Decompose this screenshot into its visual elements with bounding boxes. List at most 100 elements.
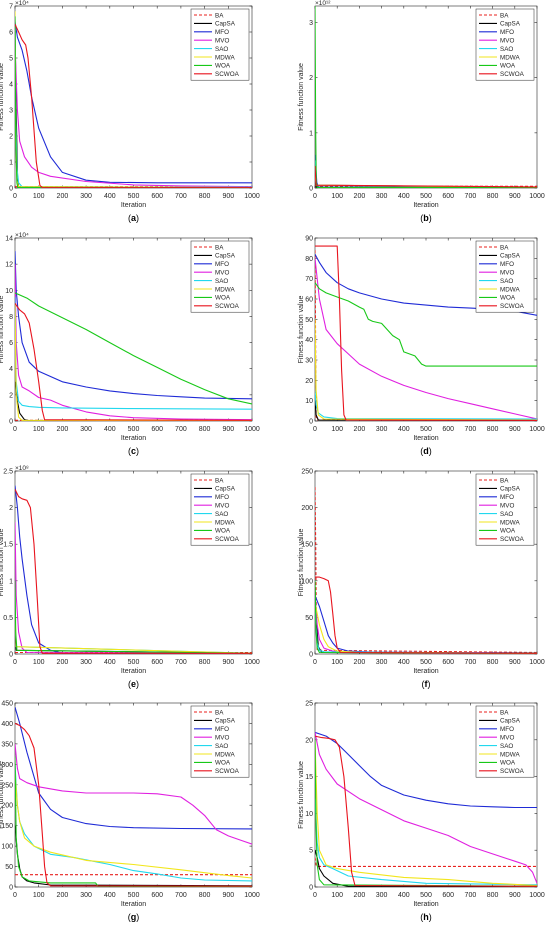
y-tick-label: 50 xyxy=(305,615,313,622)
legend-label: WOA xyxy=(500,63,516,70)
x-tick-label: 300 xyxy=(80,659,92,666)
x-tick-label: 300 xyxy=(376,426,388,433)
x-tick-label: 700 xyxy=(175,426,187,433)
legend-label: MVO xyxy=(215,503,229,510)
legend-label: CapSA xyxy=(500,718,521,725)
series-group xyxy=(15,251,252,421)
legend-label: SAO xyxy=(500,511,513,518)
y-axis-label: Fitness function value xyxy=(298,63,305,131)
x-tick-label: 500 xyxy=(128,426,140,433)
x-tick-label: 600 xyxy=(442,892,454,899)
x-tick-label: 900 xyxy=(509,892,521,899)
series-line-scwoa xyxy=(315,245,537,421)
x-tick-label: 400 xyxy=(104,892,116,899)
x-tick-label: 700 xyxy=(465,426,477,433)
x-tick-label: 800 xyxy=(199,426,211,433)
x-tick-label: 500 xyxy=(420,426,432,433)
series-line-mfo xyxy=(15,706,252,830)
y-tick-label: 60 xyxy=(305,297,313,304)
legend-label: MFO xyxy=(215,261,229,268)
legend-label: SCWOA xyxy=(500,303,525,310)
x-tick-label: 100 xyxy=(33,426,45,433)
y-tick-label: 1 xyxy=(309,130,313,137)
x-tick-label: 800 xyxy=(487,659,499,666)
y-tick-label: 10 xyxy=(305,811,313,818)
legend-label: SAO xyxy=(500,46,513,53)
x-tick-label: 200 xyxy=(354,193,366,200)
legend-label: SCWOA xyxy=(500,536,525,543)
legend-label: SAO xyxy=(500,278,513,285)
x-tick-label: 300 xyxy=(80,426,92,433)
x-tick-label: 700 xyxy=(465,193,477,200)
y-tick-label: 250 xyxy=(301,469,313,476)
x-tick-label: 100 xyxy=(33,193,45,200)
legend-label: MFO xyxy=(215,29,229,36)
x-tick-label: 600 xyxy=(151,892,163,899)
x-tick-label: 1000 xyxy=(244,193,260,200)
legend-label: WOA xyxy=(500,295,516,302)
y-tick-label: 4 xyxy=(9,366,13,373)
x-tick-label: 200 xyxy=(57,659,69,666)
series-line-mvo xyxy=(15,264,252,421)
series-group xyxy=(315,487,537,654)
series-line-sao xyxy=(315,798,537,886)
series-line-mvo xyxy=(15,743,252,845)
x-tick-label: 1000 xyxy=(244,659,260,666)
x-tick-label: 100 xyxy=(331,659,343,666)
legend-label: MVO xyxy=(500,38,514,45)
legend-label: MDWA xyxy=(215,286,236,293)
x-tick-label: 400 xyxy=(398,659,410,666)
y-axis-label: Fitness function value xyxy=(0,63,5,131)
x-axis-label: Iteration xyxy=(121,202,146,209)
legend-label: BA xyxy=(215,12,224,19)
y-tick-label: 20 xyxy=(305,737,313,744)
series-line-scwoa xyxy=(15,23,252,188)
x-tick-label: 100 xyxy=(331,892,343,899)
chart-panel-5: 0 100 200 300 400 500 600 700 800 900 1000 0 50 100 15… xyxy=(298,469,545,690)
x-tick-label: 900 xyxy=(222,659,234,666)
y-tick-label: 50 xyxy=(305,317,313,324)
series-line-mfo xyxy=(315,731,537,809)
series-line-woa xyxy=(315,282,537,367)
x-tick-label: 1000 xyxy=(529,426,545,433)
y-tick-label: 6 xyxy=(9,30,13,37)
y-tick-label: 1 xyxy=(9,578,13,585)
legend-label: MDWA xyxy=(500,519,521,526)
legend-box xyxy=(475,705,535,778)
x-tick-label: 1000 xyxy=(529,659,545,666)
x-tick-label: 0 xyxy=(313,659,317,666)
y-tick-label: 30 xyxy=(305,358,313,365)
legend-label: MVO xyxy=(500,270,514,277)
x-tick-label: 800 xyxy=(487,193,499,200)
legend-label: MDWA xyxy=(215,519,236,526)
series-line-woa xyxy=(15,292,252,405)
x-tick-label: 500 xyxy=(420,892,432,899)
x-tick-label: 500 xyxy=(128,193,140,200)
series-line-mdwa xyxy=(315,319,537,421)
y-tick-label: 350 xyxy=(1,741,13,748)
x-tick-label: 700 xyxy=(465,659,477,666)
y-tick-label: 0 xyxy=(9,652,13,659)
legend-label: MFO xyxy=(215,494,229,501)
x-axis-label: Iteration xyxy=(413,668,438,675)
series-line-sao xyxy=(315,390,537,420)
series-group xyxy=(15,485,252,654)
y-tick-label: 2 xyxy=(309,75,313,82)
x-tick-label: 700 xyxy=(175,659,187,666)
legend-label: CapSA xyxy=(215,486,236,493)
chart-panel-2: 0 100 200 300 400 500 600 700 800 900 1000 0 2 4 6 8 10 1… xyxy=(0,232,260,456)
y-tick-label: 15 xyxy=(305,774,313,781)
x-tick-label: 400 xyxy=(104,193,116,200)
legend-label: CapSA xyxy=(215,253,236,260)
legend-label: MFO xyxy=(215,726,229,733)
x-tick-label: 300 xyxy=(376,659,388,666)
y-tick-label: 0 xyxy=(309,419,313,426)
legend-label: WOA xyxy=(215,295,231,302)
y-tick-label: 20 xyxy=(305,378,313,385)
